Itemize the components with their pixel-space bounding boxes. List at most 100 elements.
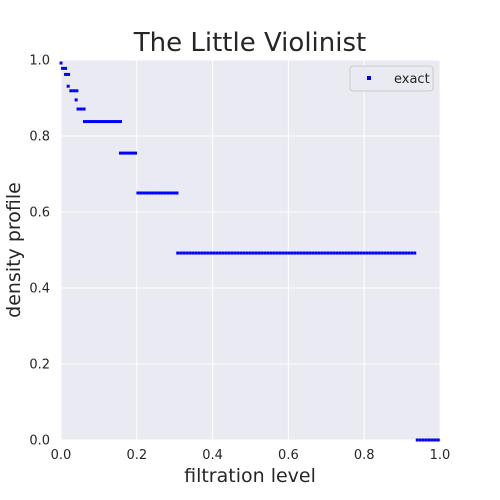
data-point xyxy=(242,251,246,255)
data-point xyxy=(251,251,255,255)
data-point xyxy=(326,251,330,255)
data-point xyxy=(154,191,158,195)
data-point xyxy=(338,251,342,255)
data-point xyxy=(308,251,312,255)
data-point xyxy=(368,251,372,255)
data-point xyxy=(430,438,434,442)
data-point xyxy=(215,251,219,255)
y-tick-labels: 0.0 0.2 0.4 0.6 0.8 1.0 xyxy=(29,54,50,449)
data-point xyxy=(188,251,192,255)
data-point xyxy=(296,251,300,255)
data-point xyxy=(332,251,336,255)
data-point xyxy=(353,251,357,255)
data-point xyxy=(218,251,222,255)
data-point xyxy=(320,251,324,255)
data-point xyxy=(299,251,303,255)
data-point xyxy=(125,151,128,155)
data-point xyxy=(341,251,345,255)
data-point xyxy=(302,251,306,255)
data-point xyxy=(64,72,68,76)
data-point xyxy=(79,107,83,111)
data-point xyxy=(119,151,122,155)
data-point xyxy=(75,89,79,93)
data-point xyxy=(82,107,86,111)
data-point xyxy=(293,251,297,255)
x-axis-label: filtration level xyxy=(184,465,316,487)
legend-label: exact xyxy=(394,72,430,87)
data-point xyxy=(224,251,228,255)
data-point xyxy=(323,251,327,255)
data-point xyxy=(311,251,315,255)
data-point xyxy=(260,251,264,255)
data-point xyxy=(362,251,366,255)
data-point xyxy=(69,89,73,93)
data-point xyxy=(175,191,179,195)
data-point xyxy=(139,191,143,195)
data-point xyxy=(424,438,428,442)
data-point xyxy=(185,251,189,255)
data-point xyxy=(233,251,237,255)
data-point xyxy=(257,251,261,255)
data-point xyxy=(418,438,422,442)
data-point xyxy=(209,251,213,255)
data-point xyxy=(72,89,76,93)
data-point xyxy=(176,251,180,255)
data-point xyxy=(148,191,152,195)
data-point xyxy=(101,120,104,124)
data-point xyxy=(335,251,339,255)
data-point xyxy=(169,191,173,195)
y-tick-label: 0.0 xyxy=(29,434,50,449)
data-point xyxy=(122,151,125,155)
data-point xyxy=(128,151,131,155)
data-point xyxy=(166,191,170,195)
data-point xyxy=(377,251,381,255)
x-tick-labels: 0.0 0.2 0.4 0.6 0.8 1.0 xyxy=(51,448,451,463)
data-point xyxy=(380,251,384,255)
data-point xyxy=(239,251,243,255)
data-point xyxy=(254,251,258,255)
data-point xyxy=(389,251,393,255)
data-point xyxy=(398,251,402,255)
x-tick-label: 1.0 xyxy=(430,448,451,463)
data-point xyxy=(92,120,95,124)
data-point xyxy=(172,191,176,195)
data-point xyxy=(374,251,378,255)
data-point xyxy=(95,120,98,124)
data-point xyxy=(61,66,65,70)
data-point xyxy=(410,251,414,255)
data-point xyxy=(110,120,113,124)
data-point xyxy=(278,251,282,255)
data-point xyxy=(227,251,231,255)
data-point xyxy=(314,251,318,255)
data-point xyxy=(359,251,363,255)
data-point xyxy=(151,191,155,195)
data-point xyxy=(113,120,116,124)
data-point xyxy=(76,107,80,111)
data-point xyxy=(67,72,71,76)
data-point xyxy=(107,120,110,124)
x-tick-label: 0.2 xyxy=(126,448,147,463)
data-point xyxy=(131,151,134,155)
data-point xyxy=(347,251,351,255)
y-tick-label: 0.8 xyxy=(29,130,50,145)
data-point xyxy=(59,61,63,65)
data-point xyxy=(206,251,210,255)
data-point xyxy=(344,251,348,255)
data-point xyxy=(145,191,149,195)
data-point xyxy=(212,251,216,255)
plot-background xyxy=(61,60,440,440)
data-point xyxy=(104,120,107,124)
legend-marker xyxy=(367,76,371,80)
data-point xyxy=(98,120,101,124)
x-tick-label: 0.4 xyxy=(202,448,223,463)
data-point xyxy=(66,84,70,88)
data-point xyxy=(200,251,204,255)
data-point xyxy=(356,251,360,255)
data-point xyxy=(119,120,122,124)
data-point xyxy=(371,251,375,255)
data-point xyxy=(284,251,288,255)
data-point xyxy=(433,438,437,442)
data-point xyxy=(305,251,309,255)
data-point xyxy=(89,120,92,124)
